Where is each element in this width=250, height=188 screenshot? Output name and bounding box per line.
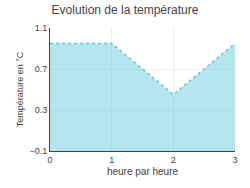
svg-text:0.3: 0.3 (35, 105, 48, 115)
svg-text:−0.1: −0.1 (29, 146, 47, 156)
svg-text:0.7: 0.7 (35, 64, 48, 74)
svg-text:2: 2 (171, 155, 176, 165)
svg-text:1.1: 1.1 (35, 23, 48, 33)
svg-text:3: 3 (232, 155, 237, 165)
svg-text:1: 1 (109, 155, 114, 165)
svg-text:heure par heure: heure par heure (107, 166, 179, 177)
svg-text:Température en °C: Température en °C (15, 51, 25, 127)
svg-text:Evolution de la température: Evolution de la température (52, 3, 199, 17)
svg-text:0: 0 (47, 155, 52, 165)
